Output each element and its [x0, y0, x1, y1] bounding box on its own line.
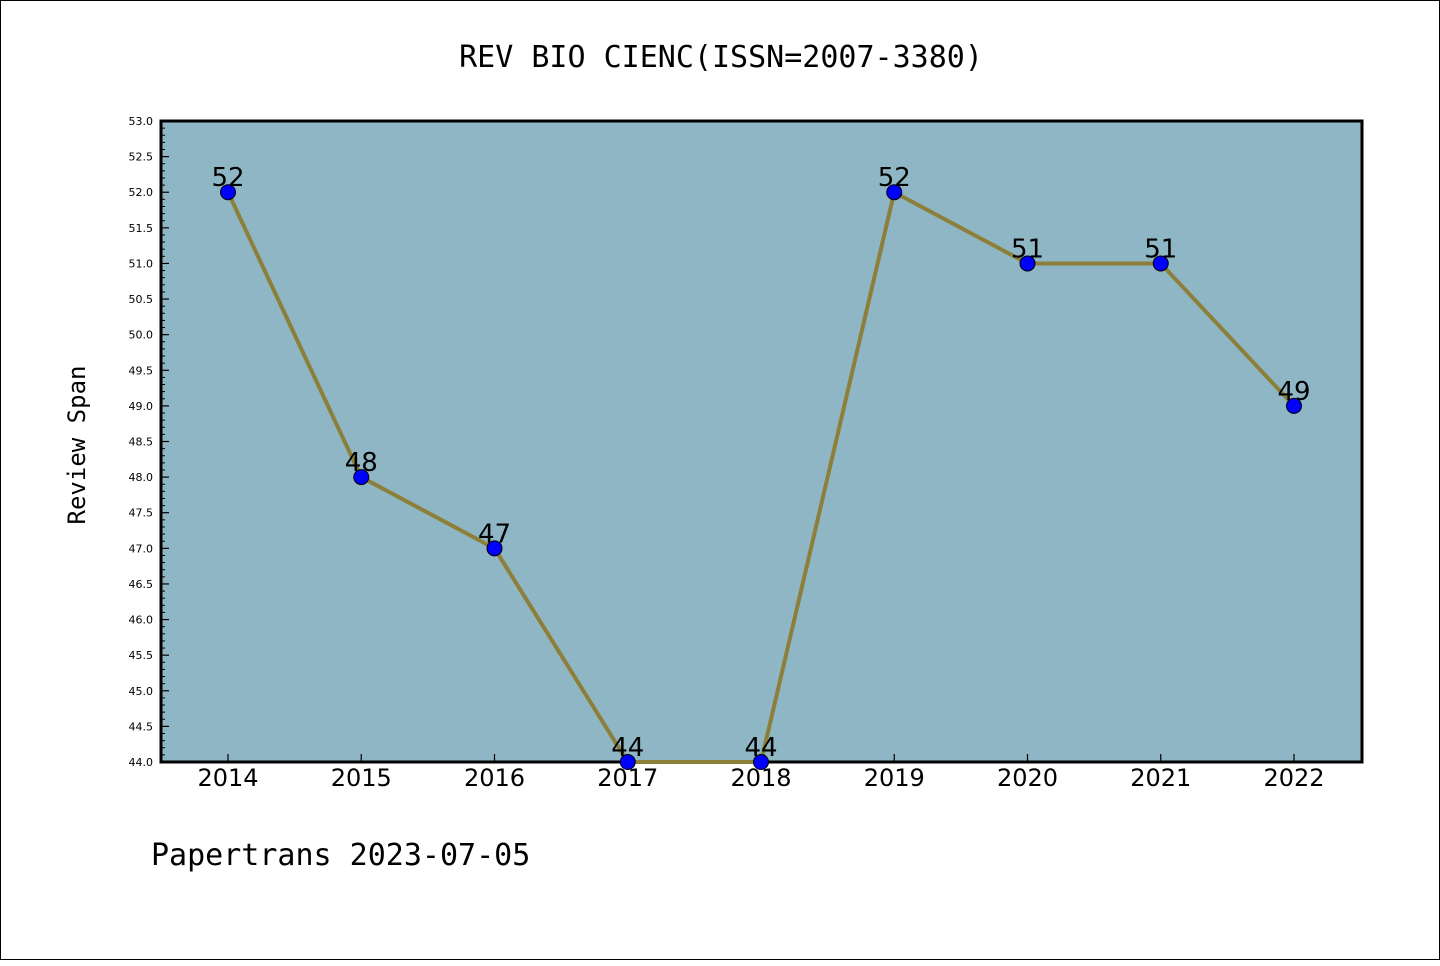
y-tick-label: 48.0 — [129, 471, 154, 484]
data-label: 49 — [1277, 377, 1310, 407]
y-tick-label: 50.5 — [129, 293, 154, 306]
data-point — [1019, 255, 1036, 272]
data-point — [1286, 397, 1302, 414]
y-tick-label: 51.0 — [129, 257, 154, 270]
data-point — [353, 469, 370, 486]
y-tick-label: 46.5 — [129, 578, 154, 591]
y-tick-label: 53.0 — [129, 115, 154, 128]
footer-text: Papertrans 2023-07-05 — [151, 838, 530, 873]
data-label: 48 — [345, 448, 378, 478]
x-tick-label: 2020 — [997, 764, 1058, 792]
data-label: 52 — [878, 163, 911, 193]
data-point — [486, 540, 503, 557]
data-point — [220, 184, 236, 201]
data-label: 51 — [1144, 234, 1177, 264]
y-axis-label: Review Span — [63, 366, 91, 525]
data-label: 47 — [478, 519, 511, 549]
chart-title: REV BIO CIENC(ISSN=2007-3380) — [459, 40, 983, 75]
data-point — [619, 754, 636, 770]
data-label: 44 — [611, 733, 644, 763]
plot-area — [159, 119, 1364, 764]
y-tick-label: 49.5 — [129, 364, 154, 377]
y-axis-ticks: 44.0 44.5 45.0 45.5 46.0 46.5 47.0 47.5 48.0 48.5… — [129, 115, 169, 769]
data-label: 51 — [1011, 234, 1044, 264]
data-label: 52 — [211, 163, 244, 193]
data-point — [886, 184, 903, 201]
y-tick-label: 52.5 — [129, 151, 154, 164]
data-label: 44 — [744, 733, 777, 763]
y-tick-label: 48.5 — [129, 436, 154, 449]
y-tick-label: 49.0 — [129, 400, 154, 413]
data-point — [1152, 255, 1169, 272]
x-tick-label: 2022 — [1263, 764, 1324, 792]
data-point — [753, 754, 769, 770]
y-tick-label: 44.5 — [129, 720, 154, 733]
x-tick-label: 2019 — [864, 764, 925, 792]
y-tick-label: 50.0 — [129, 329, 154, 342]
series-group: 52 48 47 44 44 52 51 51 49 — [211, 163, 1311, 770]
y-tick-label: 47.0 — [129, 542, 154, 555]
x-tick-label: 2016 — [464, 764, 525, 792]
y-tick-label: 45.5 — [129, 649, 154, 662]
y-tick-label: 45.0 — [129, 685, 154, 698]
y-tick-label: 51.5 — [129, 222, 154, 235]
y-tick-label: 52.0 — [129, 186, 154, 199]
x-tick-label: 2014 — [197, 764, 258, 792]
y-tick-label: 44.0 — [129, 756, 154, 769]
y-tick-label: 47.5 — [129, 507, 154, 520]
y-tick-label: 46.0 — [129, 614, 154, 627]
x-tick-label: 2015 — [331, 764, 392, 792]
x-tick-label: 2021 — [1130, 764, 1191, 792]
